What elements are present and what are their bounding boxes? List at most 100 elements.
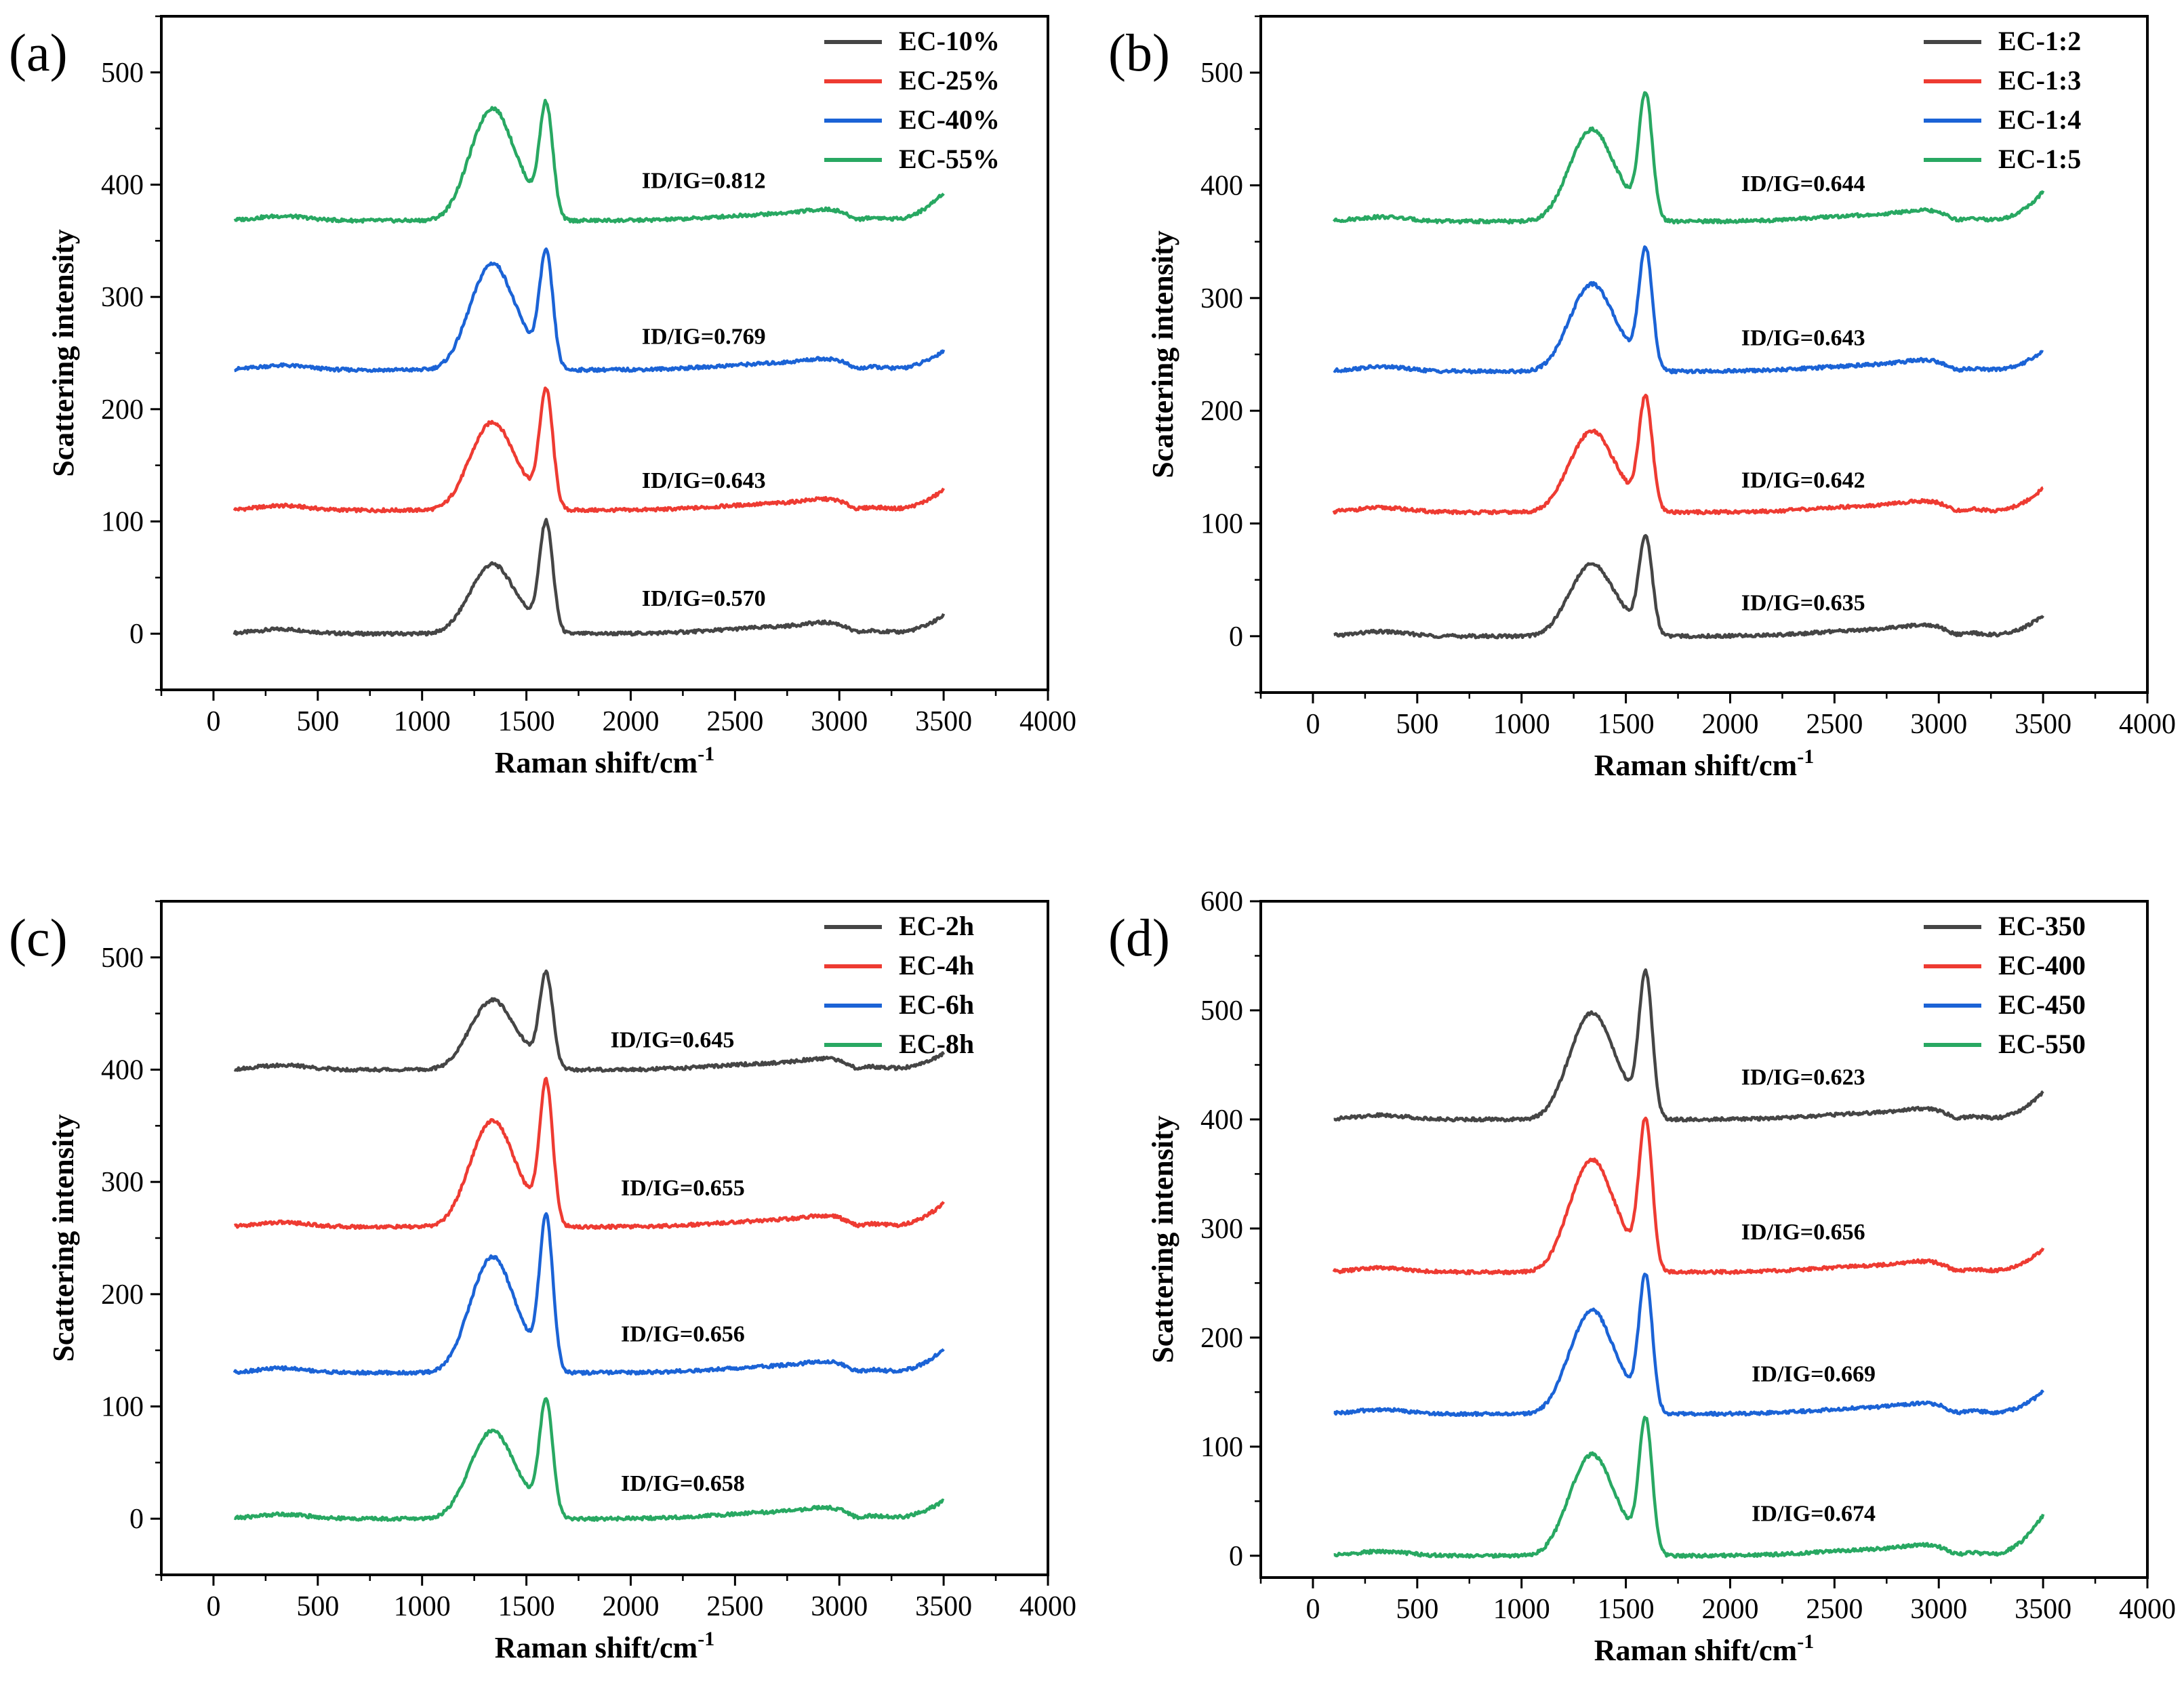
series-line-EC-1:3 bbox=[1332, 393, 2044, 516]
panel-letter: (a) bbox=[9, 23, 68, 82]
y-tick-label: 400 bbox=[101, 170, 144, 201]
panel-letter: (b) bbox=[1108, 23, 1170, 82]
x-tick-label: 3500 bbox=[915, 706, 972, 737]
y-tick-label: 0 bbox=[1229, 1541, 1243, 1572]
ratio-label: ID/IG=0.635 bbox=[1741, 591, 1865, 616]
plot-frame bbox=[1259, 900, 2149, 1579]
legend-label: EC-1:2 bbox=[1998, 26, 2081, 56]
y-tick-label: 300 bbox=[1200, 283, 1243, 314]
series-line-EC-1:4 bbox=[1333, 245, 2044, 375]
x-tick-label: 2000 bbox=[602, 1591, 659, 1622]
x-tick-label: 500 bbox=[1396, 1594, 1438, 1625]
series-line-EC-1:5 bbox=[1332, 91, 2045, 225]
series-line-EC-25% bbox=[232, 386, 946, 514]
ratio-label: ID/IG=0.655 bbox=[621, 1176, 745, 1201]
x-axis-title: Raman shift/cm-1 bbox=[495, 743, 714, 779]
x-axis-title: Raman shift/cm-1 bbox=[495, 1628, 714, 1664]
series-line-EC-40% bbox=[234, 247, 946, 373]
x-tick-label: 3500 bbox=[2015, 1594, 2071, 1625]
series-line-EC-1:2 bbox=[1333, 534, 2044, 640]
x-tick-label: 2500 bbox=[706, 1591, 763, 1622]
x-tick-label: 2500 bbox=[1806, 709, 1863, 740]
x-tick-label: 4000 bbox=[1019, 706, 1076, 737]
series-line-EC-8h bbox=[233, 1397, 945, 1522]
series-line-EC-2h bbox=[233, 969, 946, 1073]
legend-label: EC-350 bbox=[1998, 911, 2086, 941]
x-tick-label: 1500 bbox=[1598, 709, 1655, 740]
x-tick-label: 2500 bbox=[706, 706, 763, 737]
series-line-EC-4h bbox=[234, 1077, 945, 1231]
x-tick-label: 0 bbox=[206, 1591, 220, 1622]
ratio-label: ID/IG=0.656 bbox=[1741, 1220, 1865, 1245]
y-tick-label: 400 bbox=[101, 1055, 144, 1086]
y-tick-label: 0 bbox=[129, 1504, 144, 1535]
y-tick-label: 500 bbox=[101, 58, 144, 89]
x-tick-label: 0 bbox=[206, 706, 220, 737]
x-tick-label: 3500 bbox=[2015, 709, 2071, 740]
y-tick-label: 500 bbox=[1200, 995, 1243, 1027]
panel-b: 0 500 1000 1500 2000 2500 3000 3500 4000 0 100 200 3… bbox=[1108, 15, 2176, 782]
series-line-EC-55% bbox=[233, 98, 945, 224]
y-tick-label: 100 bbox=[1200, 509, 1243, 540]
series-line-EC-450 bbox=[1333, 1273, 2044, 1418]
x-tick-label: 500 bbox=[296, 1591, 339, 1622]
y-tick-label: 200 bbox=[1200, 1323, 1243, 1354]
x-tick-label: 3500 bbox=[915, 1591, 972, 1622]
x-tick-label: 1000 bbox=[394, 706, 451, 737]
legend-label: EC-10% bbox=[899, 26, 1000, 56]
y-axis-title: Scattering intensity bbox=[47, 229, 80, 476]
x-tick-label: 3000 bbox=[1910, 709, 1967, 740]
x-tick-label: 1000 bbox=[1493, 709, 1550, 740]
x-tick-label: 2500 bbox=[1806, 1594, 1863, 1625]
y-tick-label: 100 bbox=[101, 1392, 144, 1423]
x-tick-label: 3000 bbox=[1910, 1594, 1967, 1625]
y-tick-label: 500 bbox=[101, 943, 144, 974]
legend-label: EC-550 bbox=[1998, 1029, 2086, 1059]
legend-label: EC-1:4 bbox=[1998, 104, 2081, 135]
x-tick-label: 1500 bbox=[498, 1591, 555, 1622]
x-tick-label: 4000 bbox=[2119, 709, 2176, 740]
ratio-label: ID/IG=0.656 bbox=[621, 1321, 745, 1346]
x-tick-label: 3000 bbox=[811, 706, 868, 737]
ratio-label: ID/IG=0.642 bbox=[1741, 468, 1865, 493]
x-tick-label: 4000 bbox=[2119, 1594, 2176, 1625]
x-tick-label: 0 bbox=[1306, 1594, 1320, 1625]
series-line-EC-10% bbox=[232, 518, 946, 637]
legend-label: EC-2h bbox=[899, 911, 974, 941]
x-tick-label: 1500 bbox=[1598, 1594, 1655, 1625]
x-axis-title: Raman shift/cm-1 bbox=[1594, 745, 1814, 782]
x-tick-label: 1500 bbox=[498, 706, 555, 737]
series-line-EC-350 bbox=[1333, 968, 2044, 1123]
x-tick-label: 1000 bbox=[394, 1591, 451, 1622]
y-tick-label: 300 bbox=[101, 282, 144, 313]
panel-a: 0 500 1000 1500 2000 2500 3000 3500 4000 0 100 200 3… bbox=[9, 15, 1076, 779]
y-tick-label: 200 bbox=[101, 394, 144, 426]
ratio-label: ID/IG=0.623 bbox=[1741, 1065, 1865, 1090]
x-tick-label: 2000 bbox=[1701, 1594, 1758, 1625]
legend-label: EC-400 bbox=[1998, 950, 2086, 981]
y-tick-label: 400 bbox=[1200, 1105, 1243, 1136]
y-tick-label: 600 bbox=[1200, 886, 1243, 918]
legend-label: EC-8h bbox=[899, 1029, 974, 1059]
x-tick-label: 2000 bbox=[1701, 709, 1758, 740]
x-tick-label: 0 bbox=[1306, 709, 1320, 740]
series-line-EC-400 bbox=[1332, 1116, 2045, 1275]
ratio-label: ID/IG=0.769 bbox=[642, 325, 766, 350]
ratio-label: ID/IG=0.643 bbox=[1741, 326, 1865, 351]
legend-label: EC-1:5 bbox=[1998, 144, 2081, 174]
series-line-EC-6h bbox=[232, 1212, 945, 1376]
y-tick-label: 300 bbox=[1200, 1214, 1243, 1245]
ratio-label: ID/IG=0.570 bbox=[642, 586, 766, 611]
x-tick-label: 4000 bbox=[1019, 1591, 1076, 1622]
x-tick-label: 2000 bbox=[602, 706, 659, 737]
y-axis-title: Scattering intensity bbox=[47, 1114, 80, 1361]
legend-label: EC-40% bbox=[899, 104, 1000, 135]
y-tick-label: 200 bbox=[101, 1279, 144, 1311]
ratio-label: ID/IG=0.674 bbox=[1752, 1501, 1876, 1526]
panel-letter: (c) bbox=[9, 908, 68, 967]
ratio-label: ID/IG=0.644 bbox=[1741, 171, 1865, 197]
y-tick-label: 0 bbox=[129, 619, 144, 650]
legend-label: EC-1:3 bbox=[1998, 65, 2081, 96]
panel-d: 0 500 1000 1500 2000 2500 3000 3500 4000 0 100 200 3… bbox=[1108, 886, 2176, 1667]
y-tick-label: 200 bbox=[1200, 396, 1243, 427]
